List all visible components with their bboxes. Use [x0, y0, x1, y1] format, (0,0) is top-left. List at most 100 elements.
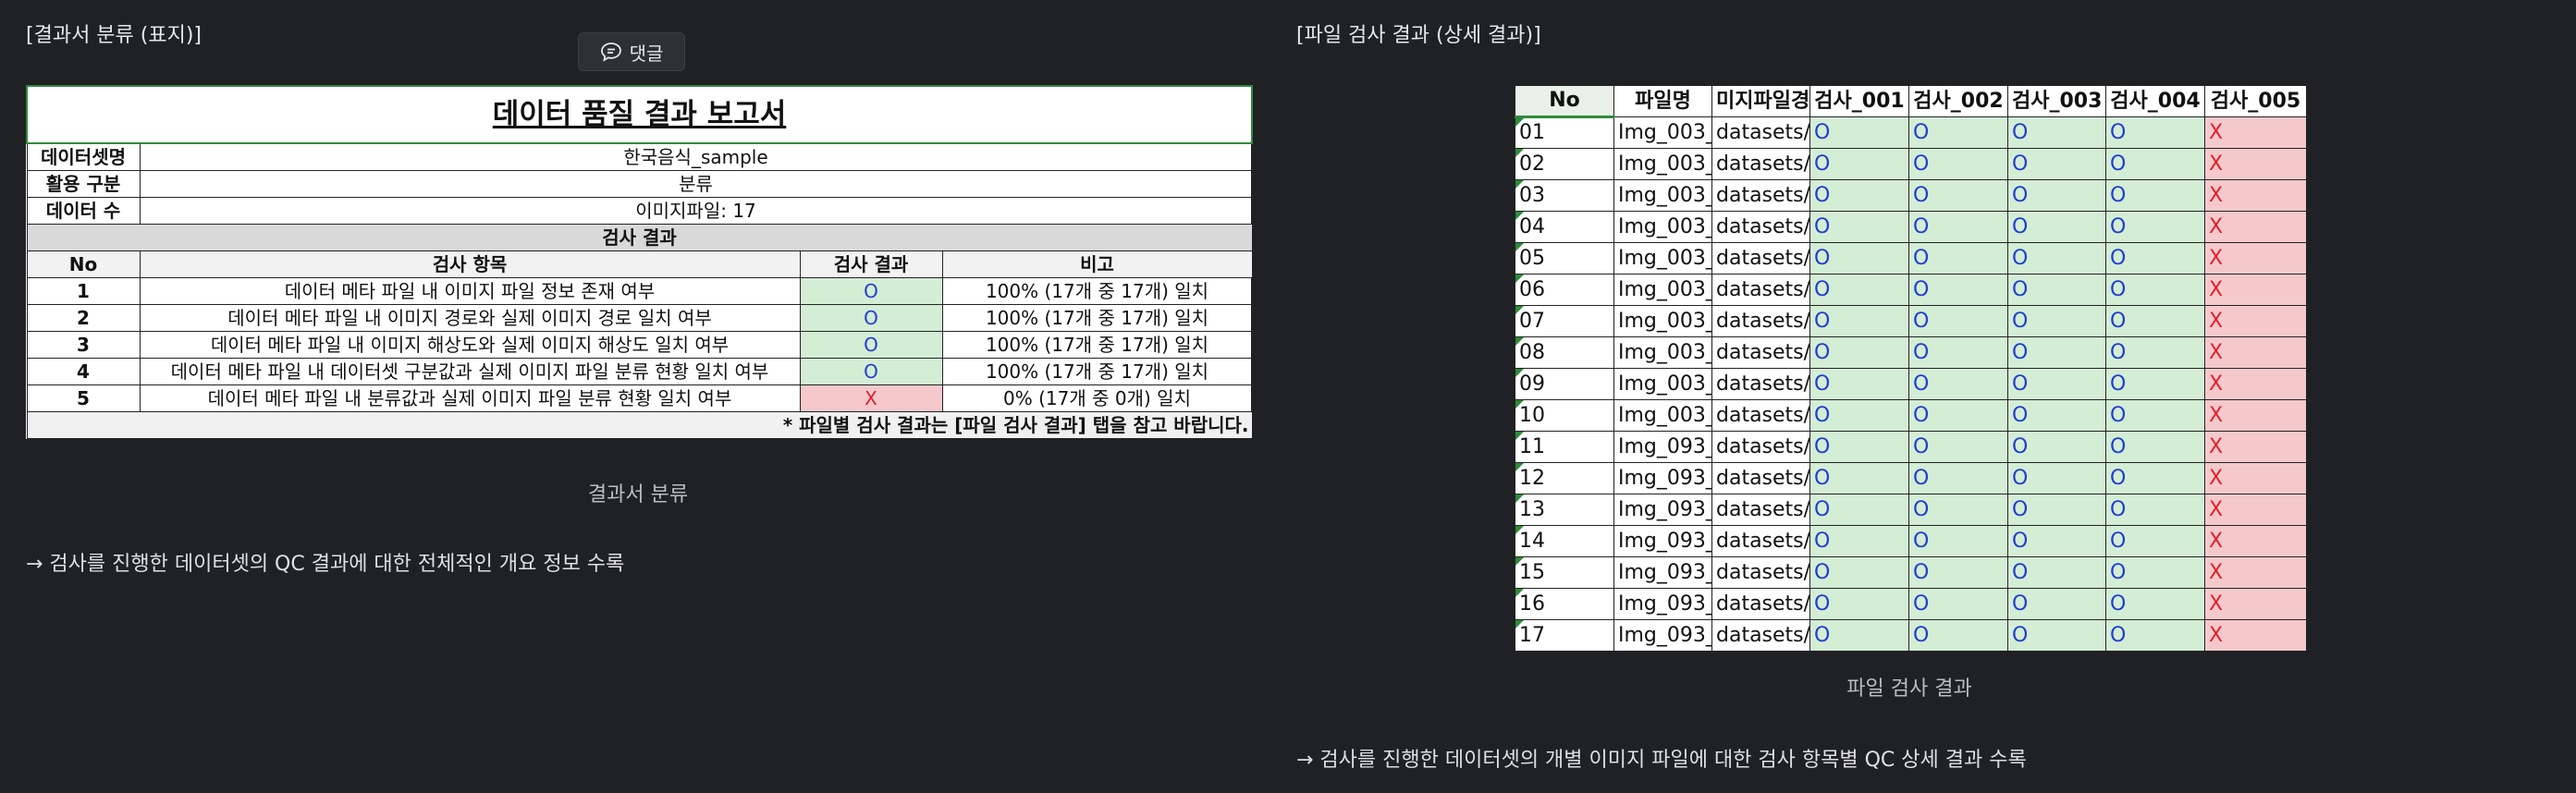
file-check-002: O — [1908, 148, 2008, 180]
file-no: 16 — [1515, 588, 1614, 620]
file-check-005: X — [2204, 336, 2307, 369]
file-no: 01 — [1515, 116, 1614, 149]
row-note: 100% (17개 중 17개) 일치 — [941, 303, 1253, 332]
file-check-004: O — [2105, 588, 2205, 620]
report-title: 데이터 품질 결과 보고서 — [25, 85, 1254, 144]
file-check-001: O — [1809, 494, 1909, 526]
file-name: Img_003_0 — [1613, 336, 1712, 369]
file-no: 10 — [1515, 399, 1614, 432]
file-check-002: O — [1908, 211, 2008, 243]
info-value: 한국음식_sample — [139, 142, 1253, 171]
file-results-section-label: [파일 검사 결과 (상세 결과)] — [1296, 24, 1541, 47]
file-check-001: O — [1809, 148, 1909, 180]
file-check-003: O — [2007, 556, 2106, 589]
row-no: 2 — [26, 303, 141, 332]
header-note: 비고 — [941, 250, 1253, 278]
file-no: 08 — [1515, 336, 1614, 369]
info-row: 데이터 수 이미지파일: 17 — [26, 196, 1253, 225]
file-check-001: O — [1809, 462, 1909, 494]
file-name: Img_003_0 — [1613, 305, 1712, 337]
file-name: Img_093_0 — [1613, 588, 1712, 620]
file-check-003: O — [2007, 619, 2106, 652]
header-check-004: 검사_004 — [2105, 85, 2205, 117]
file-check-003: O — [2007, 242, 2106, 274]
file-check-003: O — [2007, 274, 2106, 306]
file-check-004: O — [2105, 211, 2205, 243]
file-check-004: O — [2105, 242, 2205, 274]
file-check-004: O — [2105, 305, 2205, 337]
file-check-004: O — [2105, 619, 2205, 652]
row-no: 4 — [26, 357, 141, 385]
file-name: Img_003_0 — [1613, 116, 1712, 149]
file-path: datasets/% — [1711, 494, 1810, 526]
file-check-002: O — [1908, 368, 2008, 400]
file-check-005: X — [2204, 399, 2307, 432]
file-path: datasets/% — [1711, 368, 1810, 400]
file-path: datasets/% — [1711, 619, 1810, 652]
file-name: Img_093_0 — [1613, 525, 1712, 557]
file-check-003: O — [2007, 431, 2106, 463]
row-result: O — [799, 276, 943, 305]
file-check-005: X — [2204, 148, 2307, 180]
file-path: datasets/% — [1711, 116, 1810, 149]
row-note: 100% (17개 중 17개) 일치 — [941, 357, 1253, 385]
file-check-002: O — [1908, 116, 2008, 149]
file-check-005: X — [2204, 116, 2307, 149]
file-check-005: X — [2204, 588, 2307, 620]
file-check-004: O — [2105, 116, 2205, 149]
file-path: datasets/% — [1711, 305, 1810, 337]
file-check-002: O — [1908, 274, 2008, 306]
file-name: Img_003_0 — [1613, 179, 1712, 212]
file-check-001: O — [1809, 179, 1909, 212]
header-check-003: 검사_003 — [2007, 85, 2106, 117]
file-check-002: O — [1908, 588, 2008, 620]
file-check-003: O — [2007, 588, 2106, 620]
file-check-001: O — [1809, 368, 1909, 400]
file-check-003: O — [2007, 179, 2106, 212]
row-result: X — [799, 384, 943, 412]
file-no: 14 — [1515, 525, 1614, 557]
file-check-001: O — [1809, 274, 1909, 306]
quality-report-sheet: 데이터 품질 결과 보고서 데이터셋명 한국음식_sample 활용 구분 분류… — [25, 85, 1254, 439]
file-no: 02 — [1515, 148, 1614, 180]
file-check-002: O — [1908, 556, 2008, 589]
file-check-005: X — [2204, 368, 2307, 400]
file-check-003: O — [2007, 116, 2106, 149]
comment-button[interactable]: 댓글 — [578, 32, 685, 71]
file-check-005: X — [2204, 274, 2307, 306]
file-name: Img_093_0 — [1613, 462, 1712, 494]
row-result: O — [799, 330, 943, 359]
row-item: 데이터 메타 파일 내 이미지 해상도와 실제 이미지 해상도 일치 여부 — [139, 330, 801, 359]
file-check-001: O — [1809, 305, 1909, 337]
file-check-002: O — [1908, 462, 2008, 494]
file-check-005: X — [2204, 619, 2307, 652]
report-footer-note: * 파일별 검사 결과는 [파일 검사 결과] 탭을 참고 바랍니다. — [26, 410, 1253, 439]
file-path: datasets/% — [1711, 399, 1810, 432]
file-no: 15 — [1515, 556, 1614, 589]
row-item: 데이터 메타 파일 내 분류값과 실제 이미지 파일 분류 현황 일치 여부 — [139, 384, 801, 412]
file-check-005: X — [2204, 242, 2307, 274]
file-name: Img_003_0 — [1613, 368, 1712, 400]
header-no: No — [1515, 85, 1614, 118]
table-row: 1 데이터 메타 파일 내 이미지 파일 정보 존재 여부 O 100% (17… — [26, 276, 1253, 305]
file-no: 06 — [1515, 274, 1614, 306]
header-check-002: 검사_002 — [1908, 85, 2008, 117]
row-note: 100% (17개 중 17개) 일치 — [941, 330, 1253, 359]
row-item: 데이터 메타 파일 내 이미지 경로와 실제 이미지 경로 일치 여부 — [139, 303, 801, 332]
file-path: datasets/% — [1711, 148, 1810, 180]
file-name: Img_003_0 — [1613, 148, 1712, 180]
file-no: 03 — [1515, 179, 1614, 212]
row-no: 5 — [26, 384, 141, 412]
file-check-002: O — [1908, 619, 2008, 652]
file-name: Img_003_0 — [1613, 274, 1712, 306]
file-check-004: O — [2105, 368, 2205, 400]
row-note: 0% (17개 중 0개) 일치 — [941, 384, 1253, 412]
